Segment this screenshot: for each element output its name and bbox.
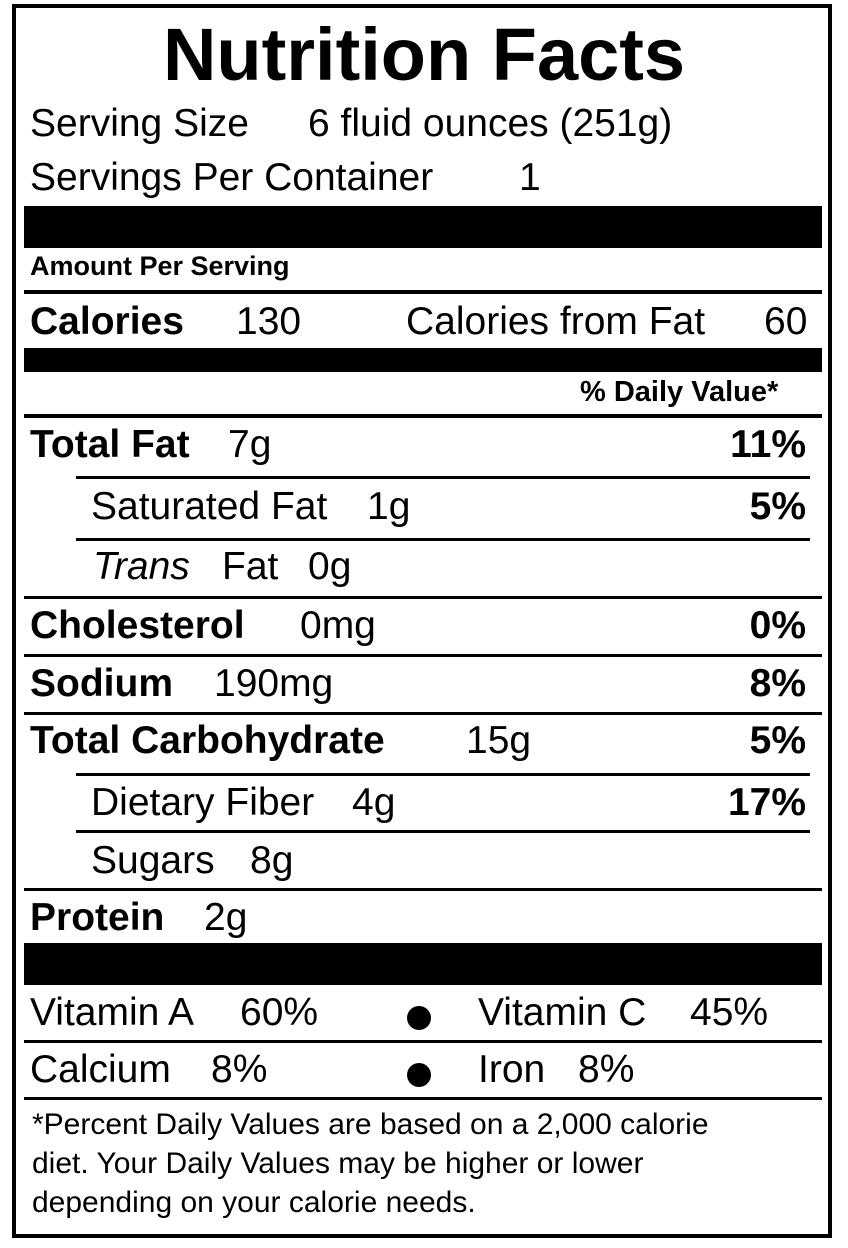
indent-divider [76,476,810,479]
trans-fat-label-italic: Trans [93,545,190,588]
footnote-line-1: *Percent Daily Values are based on a 2,0… [32,1108,709,1141]
divider [24,1097,822,1100]
vitamin-c-label: Vitamin C [478,991,647,1034]
servings-per-container-label: Servings Per Container [30,156,434,199]
title: Nutrition Facts [162,13,686,96]
divider [24,888,822,891]
medium-divider [24,348,822,372]
footnote-line-2: diet. Your Daily Values may be higher or… [32,1147,644,1180]
calcium-value: 8% [211,1048,268,1091]
calcium-label: Calcium [30,1048,171,1091]
total-fat-dv: 11% [730,423,806,466]
total-carbohydrate-dv: 5% [749,719,806,762]
vitamin-a-value: 60% [240,991,319,1034]
iron-value: 8% [578,1048,635,1091]
nutrition-label [12,4,832,1238]
sugars-amount: 8g [250,839,294,882]
calories-from-fat-label: Calories from Fat [406,300,706,343]
calories-label: Calories [30,300,184,343]
saturated-fat-amount: 1g [367,485,411,528]
footnote-line-3: depending on your calorie needs. [32,1186,476,1219]
divider [24,1040,822,1043]
saturated-fat-label: Saturated Fat [91,485,328,528]
total-fat-amount: 7g [228,423,272,466]
saturated-fat-dv: 5% [749,485,806,528]
trans-fat-amount: 0g [308,545,352,588]
sodium-amount: 190mg [214,662,334,705]
sodium-label: Sodium [30,662,173,705]
cholesterol-amount: 0mg [300,604,376,647]
cholesterol-label: Cholesterol [30,604,245,647]
vitamin-a-label: Vitamin A [30,991,195,1034]
serving-size-label: Serving Size [30,102,249,145]
daily-value-header: % Daily Value* [580,376,779,408]
total-carbohydrate-label: Total Carbohydrate [30,719,385,762]
thick-divider [24,943,822,985]
bullet-icon [407,1006,431,1030]
indent-divider [76,538,810,541]
dietary-fiber-label: Dietary Fiber [91,781,315,824]
bullet-icon [407,1063,431,1087]
indent-divider [76,830,810,833]
divider [24,654,822,657]
divider [24,712,822,715]
thick-divider [24,206,822,248]
protein-label: Protein [30,896,165,939]
divider [24,596,822,599]
total-carbohydrate-amount: 15g [466,719,532,762]
calories-from-fat-value: 60 [764,300,808,343]
sugars-label: Sugars [91,839,215,882]
divider [24,414,822,418]
sodium-dv: 8% [749,662,806,705]
divider [24,290,822,294]
serving-size-value: 6 fluid ounces (251g) [308,102,673,145]
iron-label: Iron [478,1048,546,1091]
vitamin-c-value: 45% [690,991,769,1034]
dietary-fiber-dv: 17% [727,781,806,824]
trans-fat-label: Fat [222,545,279,588]
amount-per-serving: Amount Per Serving [30,251,290,281]
indent-divider [76,773,810,776]
protein-amount: 2g [204,896,248,939]
servings-per-container-value: 1 [519,156,541,199]
dietary-fiber-amount: 4g [352,781,396,824]
calories-value: 130 [236,300,302,343]
cholesterol-dv: 0% [749,604,806,647]
total-fat-label: Total Fat [30,423,190,466]
